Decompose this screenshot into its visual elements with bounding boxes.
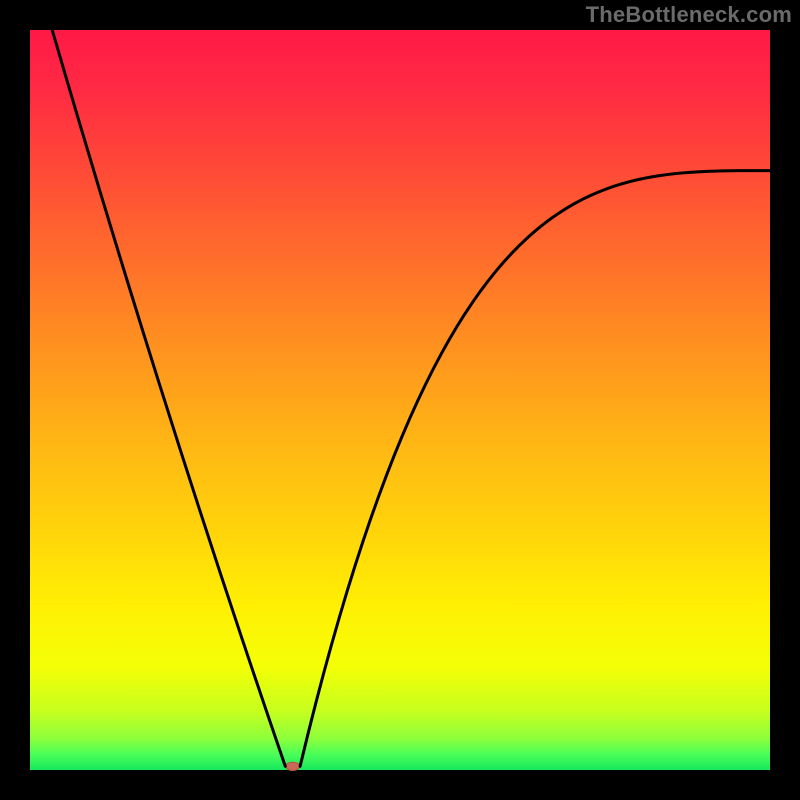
optimum-marker bbox=[286, 762, 300, 770]
bottleneck-chart bbox=[0, 0, 800, 800]
plot-background bbox=[30, 30, 770, 770]
